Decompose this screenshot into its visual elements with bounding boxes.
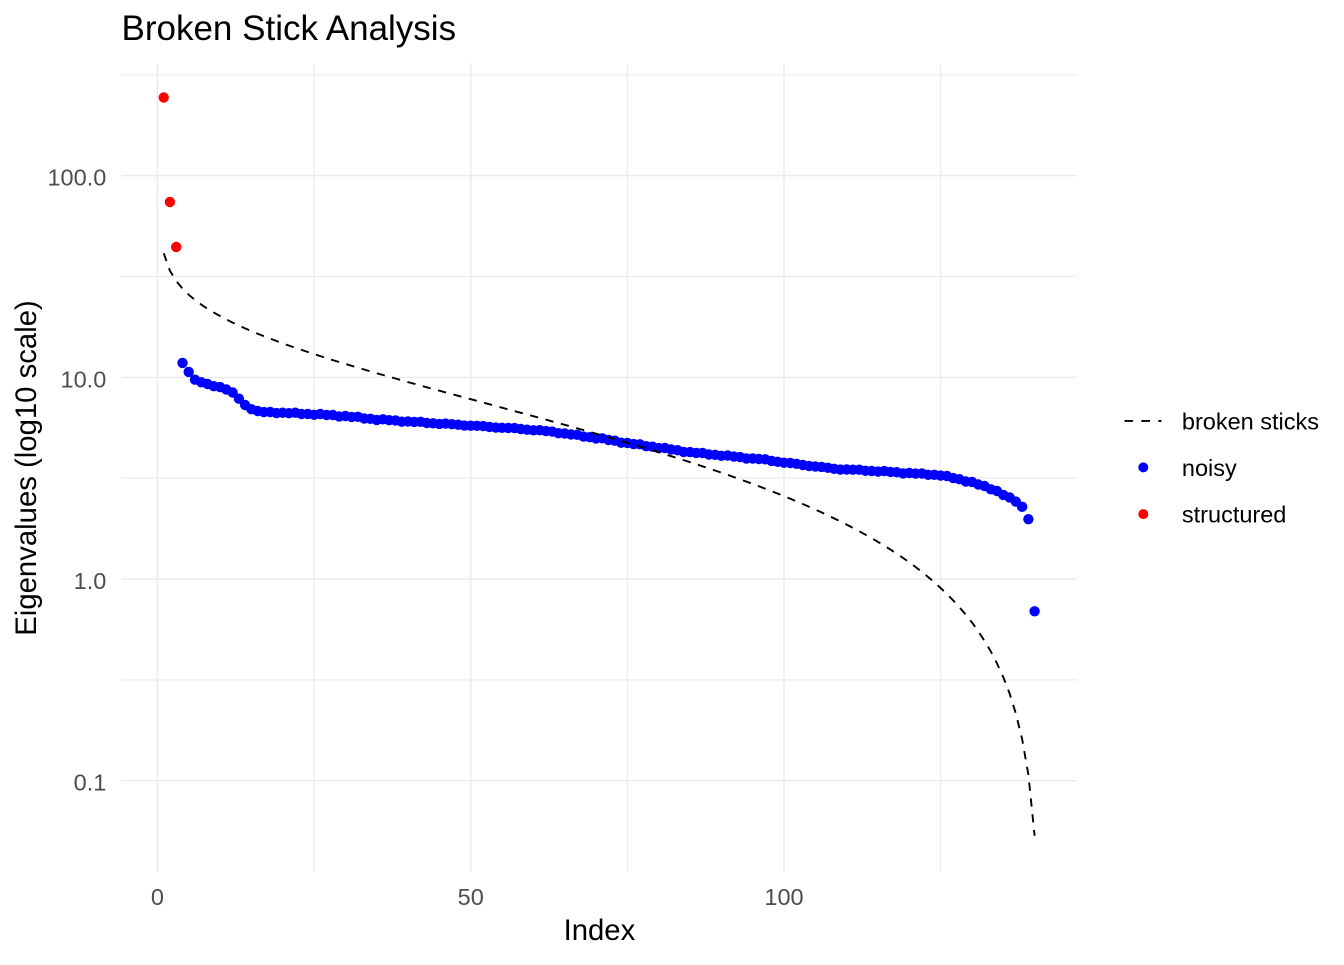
svg-text:100: 100	[764, 884, 803, 910]
svg-text:0: 0	[151, 884, 164, 910]
svg-text:50: 50	[458, 884, 484, 910]
svg-text:10.0: 10.0	[61, 366, 107, 392]
svg-text:Eigenvalues (log10 scale): Eigenvalues (log10 scale)	[10, 300, 43, 635]
svg-text:noisy: noisy	[1182, 455, 1237, 481]
svg-text:100.0: 100.0	[47, 165, 106, 191]
svg-text:1.0: 1.0	[74, 568, 107, 594]
svg-text:Index: Index	[564, 914, 636, 947]
svg-text:broken sticks: broken sticks	[1182, 409, 1319, 435]
svg-text:structured: structured	[1182, 502, 1287, 528]
svg-text:0.1: 0.1	[74, 770, 107, 796]
svg-text:Broken Stick Analysis: Broken Stick Analysis	[122, 9, 457, 48]
